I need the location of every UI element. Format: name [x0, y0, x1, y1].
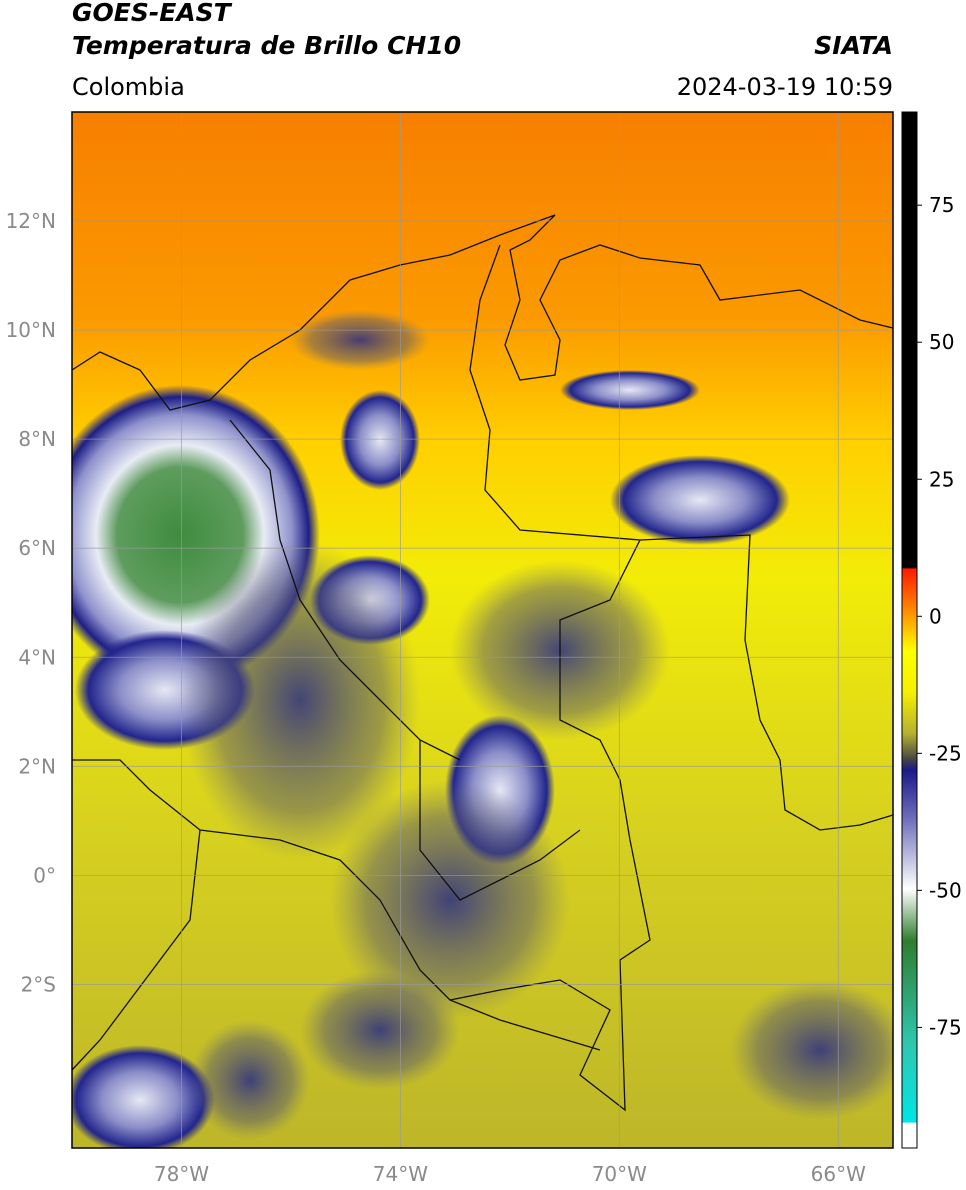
- colorbar-tick-label: -75: [929, 1015, 962, 1039]
- x-tick-label: 74°W: [373, 1162, 428, 1186]
- colorbar-tick-label: 75: [929, 193, 954, 217]
- satellite-image: [72, 112, 893, 1148]
- subtitle: Temperatura de Brillo CH10: [72, 31, 461, 60]
- datetime: 2024-03-19 10:59: [677, 73, 893, 101]
- y-tick-label: 12°N: [6, 209, 56, 233]
- colorbar-tick-label: -25: [929, 741, 962, 765]
- y-tick-label: 0°: [33, 863, 56, 887]
- y-tick-label: 8°N: [18, 427, 56, 451]
- y-tick-label: 4°N: [18, 645, 56, 669]
- map-frame: [71, 111, 894, 1149]
- colorbar-tick-label: 0: [929, 604, 942, 628]
- x-tick-label: 70°W: [592, 1162, 647, 1186]
- region: Colombia: [72, 73, 185, 101]
- x-tick-label: 78°W: [154, 1162, 209, 1186]
- colorbar-tick-label: -50: [929, 878, 962, 902]
- title: GOES-EAST: [72, 0, 233, 27]
- y-tick-label: 6°N: [18, 536, 56, 560]
- x-tick-label: 66°W: [811, 1162, 866, 1186]
- borders: [72, 214, 893, 1112]
- colorbar: [901, 111, 918, 1149]
- colorbar-tick-label: 25: [929, 467, 954, 491]
- colorbar-tick-label: 50: [929, 330, 954, 354]
- graticule: [72, 112, 893, 1148]
- y-tick-label: 10°N: [6, 318, 56, 342]
- y-tick-label: 2°S: [21, 972, 56, 996]
- y-tick-label: 2°N: [18, 754, 56, 778]
- source: SIATA: [814, 31, 893, 60]
